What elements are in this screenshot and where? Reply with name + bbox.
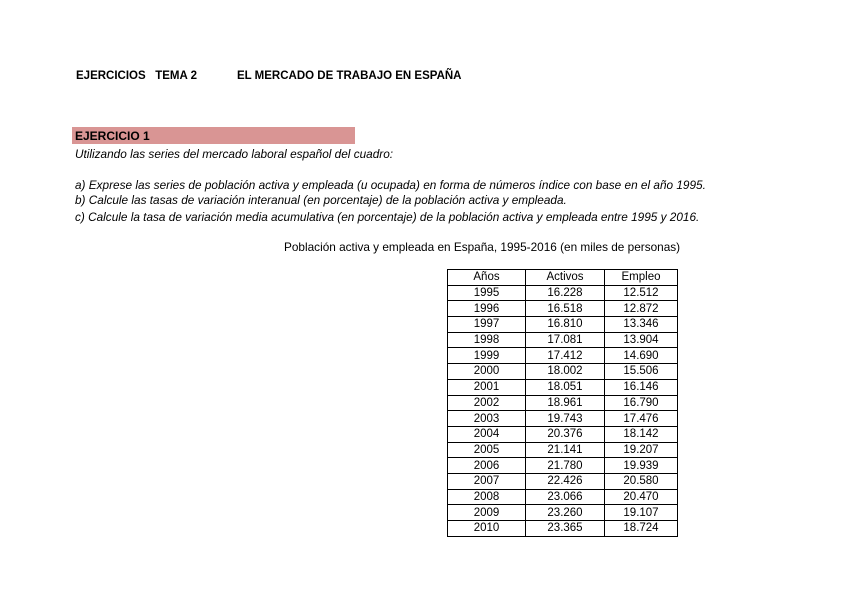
empleo-cell: 19.107: [604, 504, 678, 521]
question-c: c) Calcule la tasa de variación media ac…: [75, 210, 700, 224]
activos-cell: 23.365: [525, 520, 605, 537]
table-row: 2004 20.376 18.142: [447, 425, 678, 443]
empleo-cell: 16.146: [604, 378, 678, 396]
activos-cell: 16.518: [525, 300, 605, 318]
question-b: b) Calcule las tasas de variación intera…: [75, 193, 567, 207]
document-title-left: EJERCICIOS TEMA 2: [76, 70, 197, 82]
table-row: 1997 16.810 13.346: [447, 316, 678, 333]
year-cell: 1999: [447, 347, 526, 365]
activos-cell: 18.051: [525, 378, 605, 396]
year-cell: 1996: [447, 300, 526, 318]
year-cell: 2007: [447, 472, 526, 490]
activos-cell: 17.081: [525, 331, 605, 349]
activos-cell: 16.228: [525, 284, 605, 302]
empleo-cell: 13.904: [604, 331, 678, 349]
table-row: 1998 17.081 13.904: [447, 331, 678, 349]
empleo-cell: 14.690: [604, 347, 678, 365]
question-a: a) Exprese las series de población activ…: [75, 178, 706, 192]
empleo-cell: 18.142: [604, 425, 678, 443]
empleo-cell: 19.207: [604, 441, 678, 459]
activos-cell: 21.780: [525, 457, 605, 474]
exercise-intro: Utilizando las series del mercado labora…: [75, 147, 394, 161]
activos-cell: 17.412: [525, 347, 605, 365]
activos-cell: 21.141: [525, 441, 605, 459]
activos-cell: 18.002: [525, 363, 605, 380]
empleo-cell: 15.506: [604, 363, 678, 380]
year-cell: 2002: [447, 394, 526, 412]
year-cell: 2001: [447, 378, 526, 396]
activos-cell: 18.961: [525, 394, 605, 412]
column-header: Años: [447, 269, 526, 286]
year-cell: 1995: [447, 284, 526, 302]
table-row: 2005 21.141 19.207: [447, 441, 678, 459]
exercise-header-bar: EJERCICIO 1: [72, 127, 355, 144]
activos-cell: 20.376: [525, 425, 605, 443]
empleo-cell: 12.872: [604, 300, 678, 318]
year-cell: 2009: [447, 504, 526, 521]
table-row: 2007 22.426 20.580: [447, 472, 678, 490]
year-cell: 2010: [447, 520, 526, 537]
empleo-cell: 17.476: [604, 410, 678, 427]
table-header-row: Años Activos Empleo: [447, 269, 678, 286]
activos-cell: 23.260: [525, 504, 605, 521]
year-cell: 2003: [447, 410, 526, 427]
year-cell: 2008: [447, 488, 526, 506]
table-row: 1996 16.518 12.872: [447, 300, 678, 318]
empleo-cell: 13.346: [604, 316, 678, 333]
empleo-cell: 19.939: [604, 457, 678, 474]
column-header: Empleo: [604, 269, 678, 286]
table-row: 2002 18.961 16.790: [447, 394, 678, 412]
table-row: 2001 18.051 16.146: [447, 378, 678, 396]
table-row: 1999 17.412 14.690: [447, 347, 678, 365]
activos-cell: 16.810: [525, 316, 605, 333]
empleo-cell: 12.512: [604, 284, 678, 302]
year-cell: 2006: [447, 457, 526, 474]
empleo-cell: 18.724: [604, 520, 678, 537]
table-row: 2010 23.365 18.724: [447, 520, 678, 537]
empleo-cell: 20.470: [604, 488, 678, 506]
table-row: 2008 23.066 20.470: [447, 488, 678, 506]
table-row: 2003 19.743 17.476: [447, 410, 678, 427]
year-cell: 2000: [447, 363, 526, 380]
empleo-cell: 16.790: [604, 394, 678, 412]
activos-cell: 22.426: [525, 472, 605, 490]
year-cell: 1997: [447, 316, 526, 333]
exercise-title: EJERCICIO 1: [75, 129, 150, 143]
year-cell: 2004: [447, 425, 526, 443]
table-row: 2000 18.002 15.506: [447, 363, 678, 380]
year-cell: 2005: [447, 441, 526, 459]
activos-cell: 19.743: [525, 410, 605, 427]
document-title-right: EL MERCADO DE TRABAJO EN ESPAÑA: [237, 70, 462, 82]
activos-cell: 23.066: [525, 488, 605, 506]
table-row: 1995 16.228 12.512: [447, 284, 678, 302]
table-row: 2006 21.780 19.939: [447, 457, 678, 474]
data-table: Años Activos Empleo 1995 16.228 12.512 1996…: [447, 269, 678, 537]
table-row: 2009 23.260 19.107: [447, 504, 678, 521]
year-cell: 1998: [447, 331, 526, 349]
table-caption: Población activa y empleada en España, 1…: [284, 240, 681, 254]
empleo-cell: 20.580: [604, 472, 678, 490]
column-header: Activos: [525, 269, 605, 286]
